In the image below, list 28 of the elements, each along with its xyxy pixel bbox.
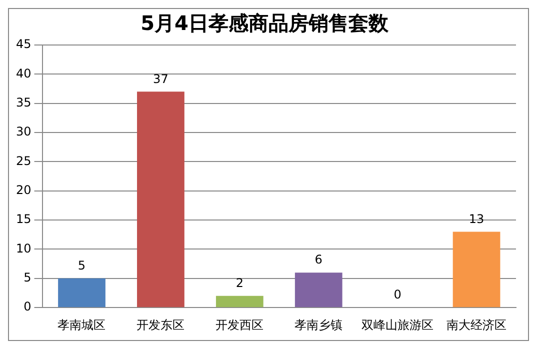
y-tick-label: 25 <box>16 154 32 168</box>
y-tick-label: 20 <box>16 183 32 198</box>
data-label: 0 <box>394 288 402 302</box>
bar <box>452 232 500 308</box>
bar <box>137 92 184 308</box>
x-tick-label: 双峰山旅游区 <box>362 318 434 332</box>
data-label: 5 <box>78 258 86 273</box>
bar <box>58 278 106 308</box>
bar <box>216 296 264 308</box>
x-tick-label: 开发东区 <box>136 318 185 332</box>
data-label: 2 <box>236 276 244 290</box>
y-tick-label: 5 <box>24 270 32 285</box>
chart-title: 5月4日孝感商品房销售套数 <box>140 11 390 36</box>
y-tick-label: 30 <box>16 124 32 139</box>
data-label: 6 <box>314 252 322 267</box>
bar <box>294 272 342 308</box>
y-tick-label: 45 <box>16 37 32 52</box>
x-tick-label: 开发西区 <box>216 318 264 332</box>
data-label: 37 <box>153 72 168 86</box>
y-tick-label: 15 <box>16 212 32 226</box>
x-tick-label: 南大经济区 <box>446 318 507 332</box>
y-tick-label: 10 <box>16 241 32 256</box>
x-tick-label: 孝南城区 <box>58 318 106 332</box>
y-tick-label: 35 <box>16 95 32 110</box>
y-tick-label: 40 <box>16 66 32 80</box>
x-tick-label: 孝南乡镇 <box>294 318 343 332</box>
y-tick-label: 0 <box>24 300 32 314</box>
data-label: 13 <box>468 212 484 226</box>
